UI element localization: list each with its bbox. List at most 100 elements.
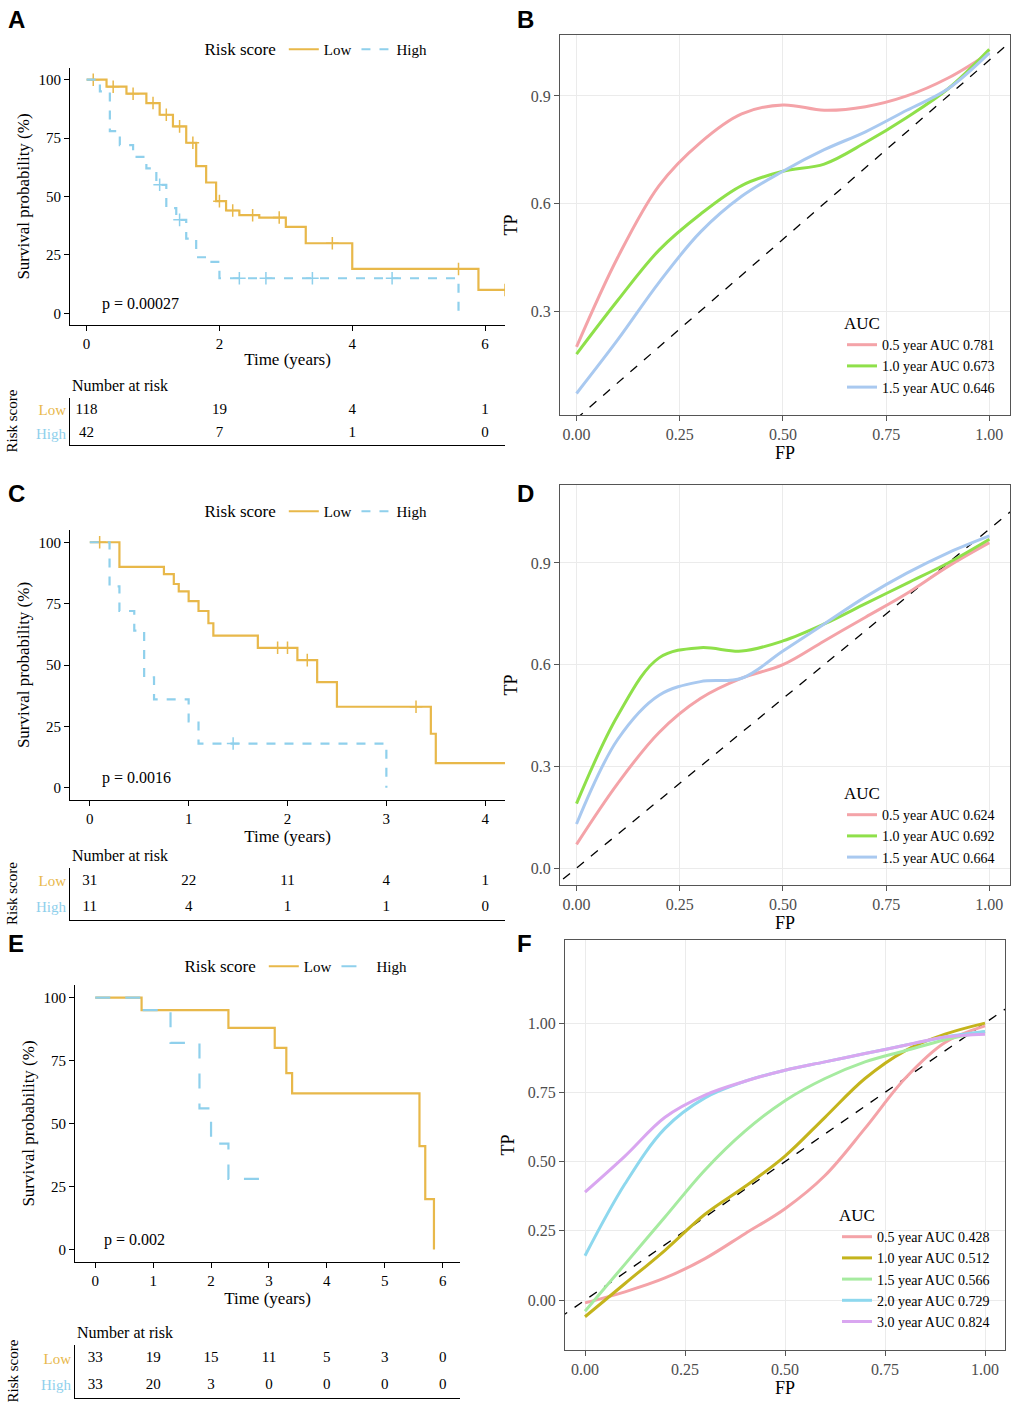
svg-text:25: 25: [51, 1179, 66, 1195]
svg-text:B: B: [517, 6, 534, 33]
svg-text:0.5 year AUC 0.428: 0.5 year AUC 0.428: [877, 1230, 989, 1245]
svg-text:0: 0: [381, 1376, 389, 1392]
svg-text:0.3: 0.3: [531, 303, 551, 320]
svg-text:1.5 year AUC 0.646: 1.5 year AUC 0.646: [882, 381, 994, 396]
svg-text:1.0 year AUC 0.673: 1.0 year AUC 0.673: [882, 359, 994, 374]
svg-text:0.6: 0.6: [531, 195, 551, 212]
svg-text:1.5 year AUC 0.664: 1.5 year AUC 0.664: [882, 851, 994, 866]
svg-text:0: 0: [54, 780, 62, 796]
svg-text:0.00: 0.00: [528, 1292, 556, 1309]
svg-text:Risk score: Risk score: [4, 389, 20, 452]
svg-text:0.75: 0.75: [871, 1361, 899, 1378]
svg-text:Low: Low: [324, 504, 352, 520]
svg-text:3: 3: [383, 811, 391, 827]
svg-text:25: 25: [46, 247, 61, 263]
svg-text:Time (years): Time (years): [244, 350, 331, 369]
svg-text:1: 1: [284, 898, 292, 914]
svg-text:1: 1: [349, 424, 357, 440]
svg-text:Number at risk: Number at risk: [72, 377, 168, 394]
svg-text:19: 19: [146, 1349, 161, 1365]
svg-text:1: 1: [383, 898, 391, 914]
svg-text:3: 3: [265, 1273, 273, 1289]
svg-text:0.25: 0.25: [666, 426, 694, 443]
svg-text:FP: FP: [775, 443, 795, 463]
svg-text:15: 15: [204, 1349, 219, 1365]
svg-text:TP: TP: [498, 1134, 518, 1155]
svg-text:1.00: 1.00: [528, 1015, 556, 1032]
svg-text:0.6: 0.6: [531, 656, 551, 673]
svg-text:High: High: [41, 1377, 72, 1393]
svg-text:0: 0: [59, 1242, 67, 1258]
svg-text:0.00: 0.00: [563, 896, 591, 913]
svg-text:High: High: [36, 426, 67, 442]
svg-text:p = 0.0016: p = 0.0016: [102, 769, 171, 787]
svg-text:0.75: 0.75: [528, 1084, 556, 1101]
svg-text:D: D: [517, 480, 534, 507]
svg-text:1: 1: [481, 401, 489, 417]
svg-text:0.9: 0.9: [531, 88, 551, 105]
svg-text:Low: Low: [39, 873, 67, 889]
svg-text:4: 4: [323, 1273, 331, 1289]
svg-text:22: 22: [181, 872, 196, 888]
svg-text:0: 0: [86, 811, 94, 827]
svg-text:50: 50: [51, 1116, 66, 1132]
svg-text:AUC: AUC: [844, 784, 880, 803]
svg-text:0: 0: [481, 424, 489, 440]
svg-text:Survival probability (%): Survival probability (%): [19, 1040, 38, 1206]
svg-text:19: 19: [212, 401, 227, 417]
svg-text:0: 0: [439, 1349, 447, 1365]
svg-text:0.5 year AUC 0.624: 0.5 year AUC 0.624: [882, 808, 994, 823]
svg-text:20: 20: [146, 1376, 161, 1392]
svg-text:0.00: 0.00: [563, 426, 591, 443]
svg-text:Time (years): Time (years): [224, 1289, 311, 1308]
svg-text:1.00: 1.00: [971, 1361, 999, 1378]
svg-text:4: 4: [481, 811, 489, 827]
svg-text:High: High: [396, 504, 427, 520]
svg-text:6: 6: [439, 1273, 447, 1289]
svg-text:0.5 year AUC 0.781: 0.5 year AUC 0.781: [882, 338, 994, 353]
svg-text:C: C: [8, 480, 25, 507]
svg-text:1.0 year AUC 0.692: 1.0 year AUC 0.692: [882, 829, 994, 844]
svg-text:2: 2: [216, 336, 224, 352]
svg-text:25: 25: [46, 719, 61, 735]
svg-text:TP: TP: [501, 674, 521, 695]
svg-text:0: 0: [439, 1376, 447, 1392]
svg-text:Risk score: Risk score: [205, 40, 276, 59]
svg-text:Survival probability (%): Survival probability (%): [14, 582, 33, 748]
svg-text:75: 75: [46, 596, 61, 612]
svg-text:p = 0.002: p = 0.002: [104, 1231, 165, 1249]
svg-text:AUC: AUC: [839, 1206, 875, 1225]
svg-text:0.9: 0.9: [531, 555, 551, 572]
svg-text:0.0: 0.0: [531, 860, 551, 877]
svg-text:E: E: [8, 930, 24, 957]
svg-text:AUC: AUC: [844, 314, 880, 333]
svg-text:Risk score: Risk score: [205, 502, 276, 521]
svg-text:5: 5: [381, 1273, 389, 1289]
svg-text:Risk score: Risk score: [5, 1339, 21, 1402]
svg-text:1.00: 1.00: [975, 426, 1003, 443]
svg-text:6: 6: [481, 336, 489, 352]
svg-text:1.5 year AUC 0.566: 1.5 year AUC 0.566: [877, 1273, 989, 1288]
svg-text:FP: FP: [775, 913, 795, 933]
svg-text:High: High: [376, 959, 407, 975]
svg-text:Risk score: Risk score: [4, 862, 20, 925]
svg-text:100: 100: [44, 990, 67, 1006]
svg-text:2: 2: [284, 811, 292, 827]
svg-text:0.25: 0.25: [671, 1361, 699, 1378]
svg-text:4: 4: [349, 401, 357, 417]
svg-text:0: 0: [83, 336, 91, 352]
svg-text:1.00: 1.00: [975, 896, 1003, 913]
svg-text:Low: Low: [304, 959, 332, 975]
svg-text:0: 0: [481, 898, 489, 914]
svg-text:F: F: [517, 930, 532, 957]
svg-text:75: 75: [46, 130, 61, 146]
svg-text:11: 11: [262, 1349, 276, 1365]
svg-text:0.00: 0.00: [571, 1361, 599, 1378]
svg-text:High: High: [36, 899, 67, 915]
svg-text:0.50: 0.50: [528, 1153, 556, 1170]
svg-text:Number at risk: Number at risk: [77, 1324, 173, 1341]
svg-text:Low: Low: [44, 1351, 72, 1367]
svg-text:3.0 year AUC 0.824: 3.0 year AUC 0.824: [877, 1315, 989, 1330]
svg-text:Survival probability (%): Survival probability (%): [14, 113, 33, 279]
svg-text:31: 31: [82, 872, 97, 888]
